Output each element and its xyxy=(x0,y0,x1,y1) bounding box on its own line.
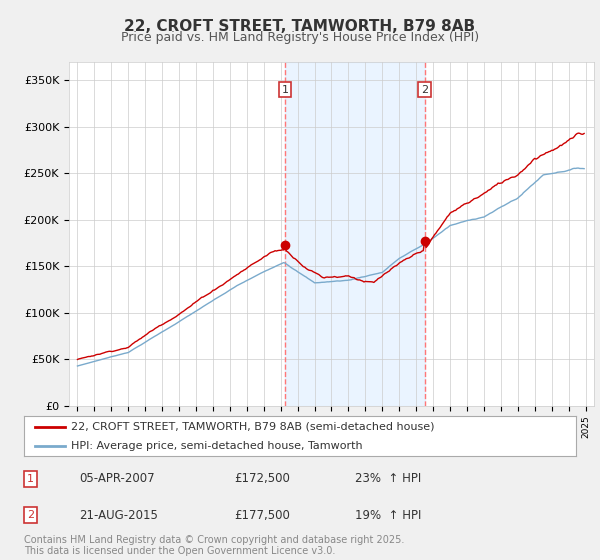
Text: 22, CROFT STREET, TAMWORTH, B79 8AB: 22, CROFT STREET, TAMWORTH, B79 8AB xyxy=(124,19,476,34)
Text: Price paid vs. HM Land Registry's House Price Index (HPI): Price paid vs. HM Land Registry's House … xyxy=(121,31,479,44)
Text: HPI: Average price, semi-detached house, Tamworth: HPI: Average price, semi-detached house,… xyxy=(71,441,362,451)
Text: 21-AUG-2015: 21-AUG-2015 xyxy=(79,508,158,521)
Text: 1: 1 xyxy=(281,85,289,95)
Text: 23%  ↑ HPI: 23% ↑ HPI xyxy=(355,473,421,486)
Text: 19%  ↑ HPI: 19% ↑ HPI xyxy=(355,508,422,521)
Text: £172,500: £172,500 xyxy=(234,473,290,486)
Text: 22, CROFT STREET, TAMWORTH, B79 8AB (semi-detached house): 22, CROFT STREET, TAMWORTH, B79 8AB (sem… xyxy=(71,422,434,432)
Bar xyxy=(285,62,425,406)
Text: 1: 1 xyxy=(27,474,34,484)
Text: 05-APR-2007: 05-APR-2007 xyxy=(79,473,155,486)
Text: £177,500: £177,500 xyxy=(234,508,290,521)
Text: 2: 2 xyxy=(27,510,34,520)
Text: Contains HM Land Registry data © Crown copyright and database right 2025.
This d: Contains HM Land Registry data © Crown c… xyxy=(24,535,404,557)
Text: 2: 2 xyxy=(421,85,428,95)
